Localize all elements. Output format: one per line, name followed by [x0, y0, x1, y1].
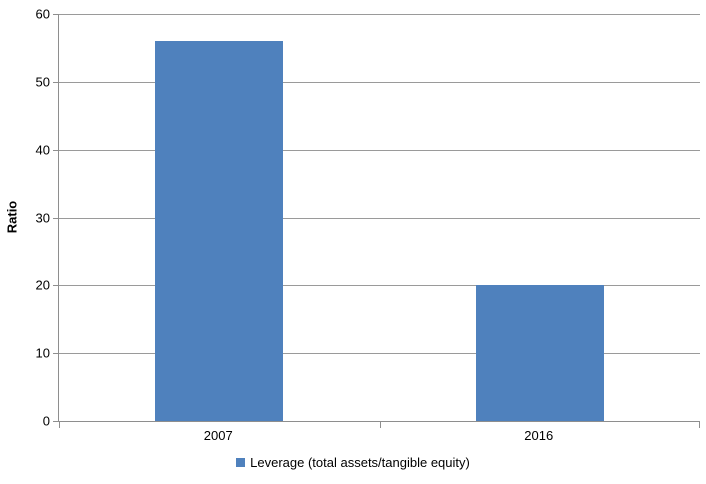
gridline-60 [59, 14, 700, 15]
y-tick-label-10: 10 [35, 345, 50, 361]
x-tick-label-2016: 2016 [524, 428, 554, 443]
y-tick-label-50: 50 [35, 74, 50, 90]
plot-area [53, 14, 700, 428]
y-tick-label-0: 0 [42, 413, 50, 429]
y-tick-label-20: 20 [35, 277, 50, 293]
gridline-40 [59, 149, 700, 151]
bar-2016 [475, 285, 604, 421]
bar-2007 [155, 41, 284, 421]
x-tick-mark-1 [379, 422, 381, 428]
y-tick-mark-60 [53, 14, 58, 15]
y-tick-label-60: 60 [35, 6, 50, 22]
legend-marker-icon [236, 458, 246, 467]
y-tick-label-40: 40 [35, 142, 50, 158]
legend: Leverage (total assets/tangible equity) [0, 456, 706, 469]
gridline-10 [59, 353, 700, 355]
y-tick-mark-40 [53, 149, 58, 151]
x-tick-mark-0 [59, 422, 60, 428]
gridline-20 [59, 285, 700, 287]
y-tick-mark-20 [53, 285, 58, 287]
x-tick-label-2007: 2007 [203, 428, 233, 443]
y-tick-mark-10 [53, 353, 58, 355]
legend-label: Leverage (total assets/tangible equity) [250, 455, 470, 470]
y-tick-mark-50 [53, 81, 58, 83]
x-tick-mark-2 [699, 422, 700, 428]
y-tick-mark-30 [53, 217, 58, 219]
gridline-30 [59, 217, 700, 219]
y-tick-mark-0 [53, 421, 58, 422]
y-tick-label-30: 30 [35, 210, 50, 225]
gridline-50 [59, 81, 700, 83]
